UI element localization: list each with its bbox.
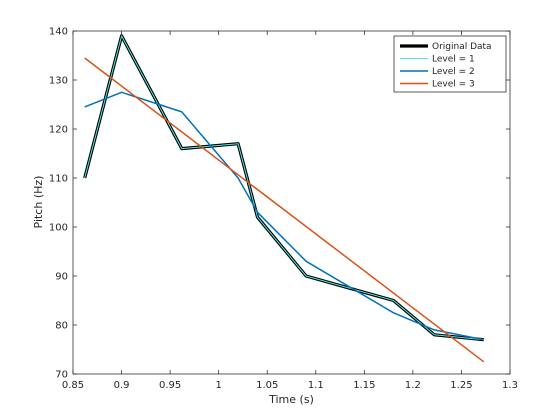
- y-tick-label: 80: [55, 321, 68, 332]
- y-axis-ticks: 70 80 90 100 110 120 130 140: [49, 27, 510, 381]
- series-level-3-line: [84, 57, 485, 363]
- series-level-1-line: [84, 35, 484, 341]
- x-tick-label: 0.95: [159, 380, 181, 391]
- series-level-2-line: [84, 91, 484, 341]
- x-tick-label: 1: [215, 380, 221, 391]
- y-tick-label: 100: [49, 223, 68, 234]
- legend-entry: Original Data: [432, 42, 492, 52]
- legend-entry: Level = 3: [432, 80, 475, 90]
- x-tick-label: 1.2: [405, 380, 421, 391]
- y-tick-label: 70: [55, 370, 68, 381]
- x-tick-label: 1.25: [450, 380, 472, 391]
- series-layer: [83, 34, 485, 363]
- legend: Original Data Level = 1 Level = 2 Level = 3: [393, 35, 507, 93]
- y-tick-label: 130: [49, 76, 68, 87]
- axes-box: [72, 30, 511, 375]
- x-tick-label: 1.1: [308, 380, 324, 391]
- y-axis-label: Pitch (Hz): [32, 176, 45, 229]
- y-tick-label: 140: [49, 27, 68, 38]
- x-tick-label: 0.85: [62, 380, 84, 391]
- legend-entry: Level = 2: [432, 67, 475, 77]
- x-tick-label: 1.05: [256, 380, 278, 391]
- x-axis-ticks: 0.85 0.9 0.95 1 1.05 1.1 1.15 1.2 1.25 1.3: [62, 31, 518, 391]
- x-tick-label: 1.3: [502, 380, 518, 391]
- y-tick-label: 120: [49, 125, 68, 136]
- y-tick-label: 90: [55, 272, 68, 283]
- x-tick-label: 1.15: [353, 380, 375, 391]
- y-tick-label: 110: [49, 174, 68, 185]
- legend-entry: Level = 1: [432, 55, 475, 65]
- x-axis-label: Time (s): [268, 393, 314, 406]
- x-tick-label: 0.9: [114, 380, 130, 391]
